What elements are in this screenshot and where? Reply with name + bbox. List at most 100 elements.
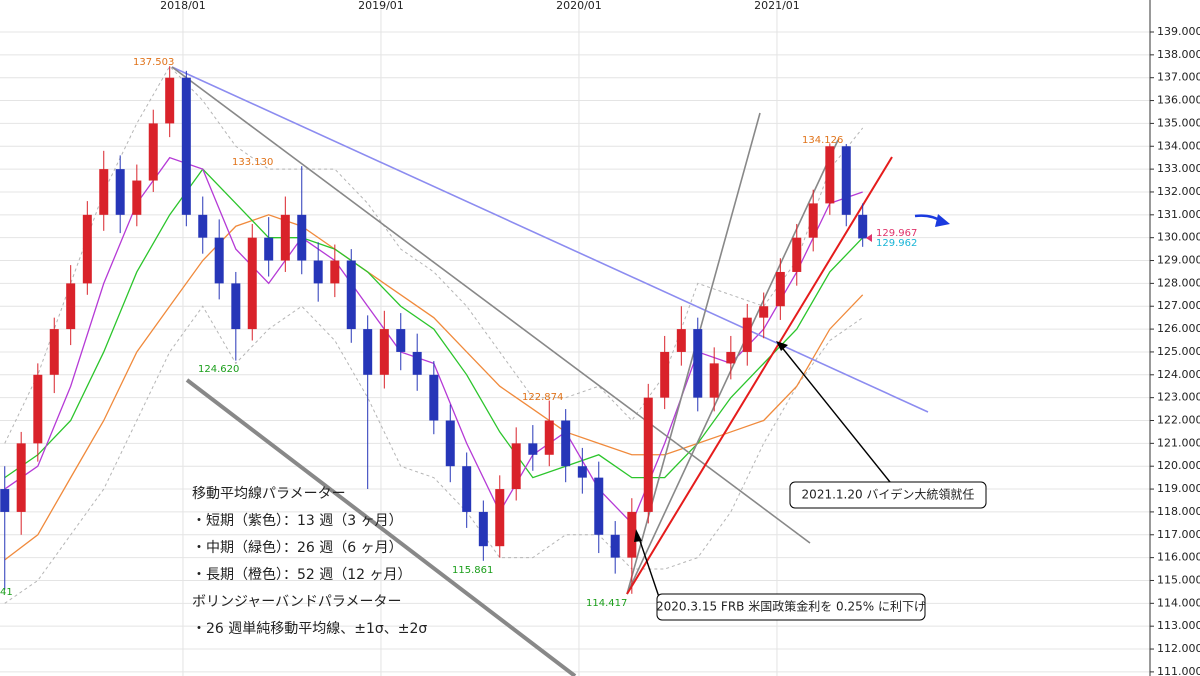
callout-line — [637, 534, 661, 601]
y-tick-label: 139.000 — [1157, 25, 1200, 38]
y-tick-label: 124.000 — [1157, 368, 1200, 381]
annotations: 137.503 133.130 124.620 122.874 115.861 … — [0, 57, 950, 609]
candle-body — [561, 420, 571, 467]
note: ・26 週単純移動平均線、±1σ、±2σ — [192, 621, 427, 637]
price-label: 115.861 — [452, 565, 493, 576]
candle-body — [363, 329, 373, 375]
callout-text: 2021.1.20 バイデン大統領就任 — [802, 487, 975, 502]
candle-body — [214, 237, 224, 284]
note: ・中期（緑色）：26 週（6 ヶ月） — [192, 539, 403, 556]
trend-line — [185, 378, 577, 676]
y-tick-label: 128.000 — [1157, 276, 1200, 289]
callout-arrow — [634, 529, 642, 542]
callout-text: 2020.3.15 FRB 米国政策金利を 0.25% に利下げ — [656, 599, 926, 614]
candle-body — [462, 466, 472, 512]
price-label: 114.417 — [586, 598, 627, 609]
y-tick-label: 123.000 — [1157, 391, 1200, 404]
candle-body — [198, 214, 208, 238]
candle-body — [412, 351, 422, 375]
candle-body — [247, 237, 257, 330]
candle-body — [594, 477, 604, 535]
callout-box — [656, 593, 926, 621]
candle-body — [379, 329, 389, 375]
candle-body — [297, 214, 307, 261]
candle-body — [66, 283, 76, 330]
candle-body — [49, 329, 59, 375]
candle-body — [181, 77, 191, 215]
note: ・短期（紫色）：13 週（3 ヶ月） — [192, 512, 403, 529]
indicator-line — [4, 168, 864, 479]
candle-body — [132, 180, 142, 215]
arrow-head — [935, 214, 950, 227]
y-tick-label: 122.000 — [1157, 414, 1200, 427]
y-tick-label: 131.000 — [1157, 208, 1200, 221]
price-label: 41 — [0, 587, 13, 598]
candle-body — [165, 77, 175, 124]
candle-body — [792, 237, 802, 272]
candle-body — [330, 260, 340, 284]
y-tick-label: 114.000 — [1157, 596, 1200, 609]
candle-body — [264, 237, 274, 261]
candle-body — [528, 443, 538, 455]
y-tick-label: 133.000 — [1157, 162, 1200, 175]
price-label: 124.620 — [198, 364, 239, 375]
trend-line — [626, 139, 839, 595]
y-tick-label: 113.000 — [1157, 619, 1200, 632]
y-tick-label: 121.000 — [1157, 436, 1200, 449]
candle-body — [0, 489, 10, 512]
candle-body — [148, 123, 158, 181]
notes: 移動平均線パラメーター ・短期（紫色）：13 週（3 ヶ月） ・中期（緑色）：2… — [192, 486, 427, 637]
y-tick-label: 127.000 — [1157, 299, 1200, 312]
trend-line — [626, 156, 893, 595]
last-price-marker — [866, 234, 872, 242]
y-tick-label: 135.000 — [1157, 116, 1200, 129]
candles — [0, 66, 868, 594]
y-tick-label: 138.000 — [1157, 48, 1200, 61]
y-tick-label: 116.000 — [1157, 551, 1200, 564]
candle-body — [726, 351, 736, 364]
indicator-line — [4, 214, 864, 561]
candle-body — [742, 317, 752, 352]
candle-body — [445, 420, 455, 467]
last-price: 129.967 — [876, 228, 917, 239]
x-tick-label: 2018/01 — [160, 0, 206, 12]
candle-body — [627, 511, 637, 558]
candle-body — [280, 214, 290, 261]
candle-body — [82, 214, 92, 284]
trend-line — [171, 66, 811, 544]
y-tick-label: 126.000 — [1157, 322, 1200, 335]
candle-body — [495, 489, 505, 547]
candle-body — [33, 374, 43, 444]
last-price: 129.962 — [876, 238, 917, 249]
y-tick-label: 111.000 — [1157, 665, 1200, 676]
indicator-line — [4, 305, 863, 604]
candle-body — [709, 363, 719, 398]
y-tick-label: 130.000 — [1157, 231, 1200, 244]
candle-body — [825, 146, 835, 204]
y-tick-label: 115.000 — [1157, 573, 1200, 586]
grid — [0, 0, 1150, 676]
price-label: 134.126 — [802, 135, 843, 146]
candle-body — [511, 443, 521, 490]
callout-arrow — [776, 341, 788, 351]
price-label: 122.874 — [522, 392, 563, 403]
callout-line — [779, 344, 891, 483]
candle-body — [610, 534, 620, 558]
candle-body — [858, 214, 868, 239]
x-tick-label: 2020/01 — [556, 0, 602, 12]
note: ボリンジャーバンドパラメーター — [192, 594, 401, 610]
price-label: 133.130 — [232, 157, 273, 168]
candle-body — [313, 260, 323, 284]
y-tick-label: 112.000 — [1157, 642, 1200, 655]
candle-body — [544, 420, 554, 455]
candle-body — [99, 169, 109, 215]
price-label: 137.503 — [133, 57, 174, 68]
y-tick-label: 117.000 — [1157, 528, 1200, 541]
candle-body — [660, 351, 670, 398]
candle-body — [693, 329, 703, 398]
note: ・長期（橙色）：52 週（12 ヶ月） — [192, 566, 412, 583]
x-tick-label: 2019/01 — [358, 0, 404, 12]
y-tick-label: 118.000 — [1157, 505, 1200, 518]
callout-box — [789, 481, 987, 509]
